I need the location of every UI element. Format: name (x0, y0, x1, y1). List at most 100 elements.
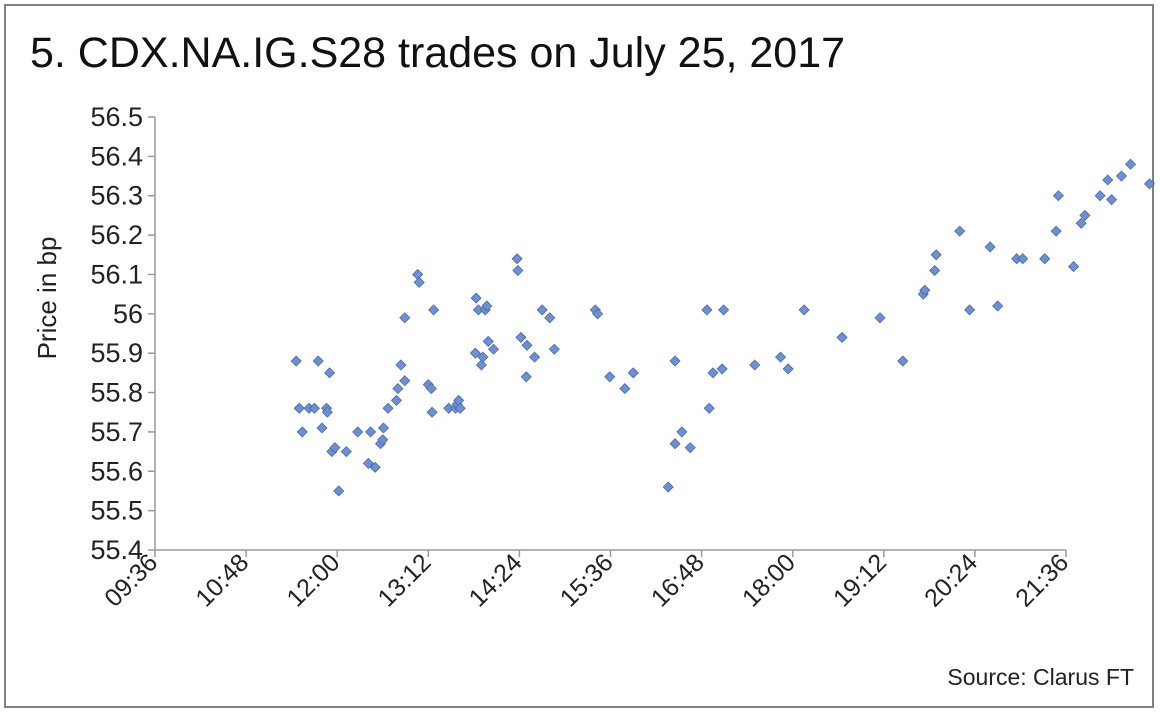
data-point (392, 383, 404, 395)
data-point (1017, 253, 1029, 265)
x-tick-label: 14:24 (464, 548, 528, 612)
data-point (1039, 253, 1051, 265)
data-point (481, 300, 493, 312)
data-point (324, 367, 336, 379)
data-point (701, 304, 713, 316)
data-point (548, 343, 560, 355)
data-point (308, 402, 320, 414)
x-tick-label: 10:48 (190, 548, 254, 612)
y-tick-label: 55.6 (90, 456, 143, 486)
data-point (676, 426, 688, 438)
y-tick-label: 55.9 (90, 338, 143, 368)
data-point (1079, 209, 1091, 221)
data-point (1068, 261, 1080, 273)
data-point (1143, 178, 1156, 190)
data-point (382, 402, 394, 414)
data-point (362, 457, 374, 469)
data-point (782, 363, 794, 375)
data-point (718, 304, 730, 316)
data-point (930, 249, 942, 261)
data-points (290, 158, 1156, 497)
data-point (1124, 158, 1137, 170)
data-point (984, 241, 996, 253)
data-point (684, 442, 696, 454)
data-point (897, 355, 909, 367)
data-point (521, 339, 533, 351)
data-point (395, 359, 407, 371)
data-point (1115, 170, 1127, 182)
data-point (749, 359, 761, 371)
x-tick-labels: 09:36 10:48 12:00 13:12 14:24 15:36 16:48 18:00… (99, 548, 1074, 612)
data-point (333, 485, 345, 497)
data-point (515, 331, 527, 344)
y-tick-label: 56.1 (90, 259, 143, 289)
data-point (774, 351, 787, 363)
x-tick-label: 18:00 (737, 548, 801, 612)
data-point (707, 367, 719, 379)
data-point (470, 292, 482, 304)
data-point (428, 304, 440, 316)
y-tick-label: 56.3 (90, 181, 143, 211)
data-point (329, 442, 341, 454)
axes (148, 116, 1067, 557)
data-point (352, 426, 364, 438)
data-point (293, 402, 305, 414)
data-point (390, 394, 402, 406)
data-point (512, 264, 524, 277)
data-point (874, 312, 886, 324)
data-point (703, 402, 715, 414)
data-point (377, 422, 390, 434)
data-point (604, 371, 616, 383)
data-point (488, 343, 500, 355)
data-point (1102, 174, 1114, 186)
data-point (340, 446, 352, 458)
data-point (592, 308, 604, 320)
data-point (511, 253, 523, 265)
y-tick-label: 55.8 (90, 378, 143, 408)
source-note: Source: Clarus FT (947, 664, 1134, 690)
chart-frame (4, 4, 1154, 708)
data-point (369, 461, 381, 473)
y-tick-label: 55.4 (90, 535, 143, 565)
y-tick-label: 55.7 (90, 417, 143, 447)
data-point (426, 406, 438, 418)
data-point (1094, 190, 1106, 202)
data-point (662, 481, 674, 493)
data-point (321, 406, 333, 418)
data-point (1075, 217, 1087, 229)
data-point (544, 312, 556, 324)
data-point (477, 351, 489, 363)
data-point (469, 347, 481, 359)
data-point (312, 355, 324, 367)
data-point (425, 383, 437, 395)
data-point (316, 422, 328, 434)
y-tick-label: 55.5 (90, 496, 143, 526)
data-point (798, 304, 810, 316)
data-point (520, 371, 532, 383)
data-point (992, 300, 1004, 312)
x-tick-label: 19:12 (828, 548, 892, 612)
data-point (919, 284, 931, 296)
x-tick-label: 21:36 (1010, 548, 1074, 612)
y-tick-label: 56.5 (90, 102, 143, 132)
data-point (536, 304, 548, 316)
data-point (454, 402, 466, 414)
data-point (669, 438, 681, 450)
data-point (954, 225, 966, 237)
data-point (929, 264, 941, 277)
x-tick-label: 15:36 (555, 548, 619, 612)
data-point (1052, 190, 1064, 202)
y-tick-labels: 56.5 56.4 56.3 56.2 56.1 56 55.9 55.8 55.7 55.6 55… (90, 102, 143, 565)
x-tick-label: 20:24 (919, 548, 983, 612)
y-tick-label: 56.4 (90, 141, 143, 171)
data-point (475, 359, 488, 371)
data-point (627, 367, 639, 379)
data-point (296, 426, 308, 438)
data-point (836, 331, 848, 344)
data-point (365, 426, 377, 438)
x-tick-label: 13:12 (373, 548, 437, 612)
data-point (529, 351, 541, 363)
y-tick-label: 56 (113, 299, 143, 329)
data-point (964, 304, 976, 316)
